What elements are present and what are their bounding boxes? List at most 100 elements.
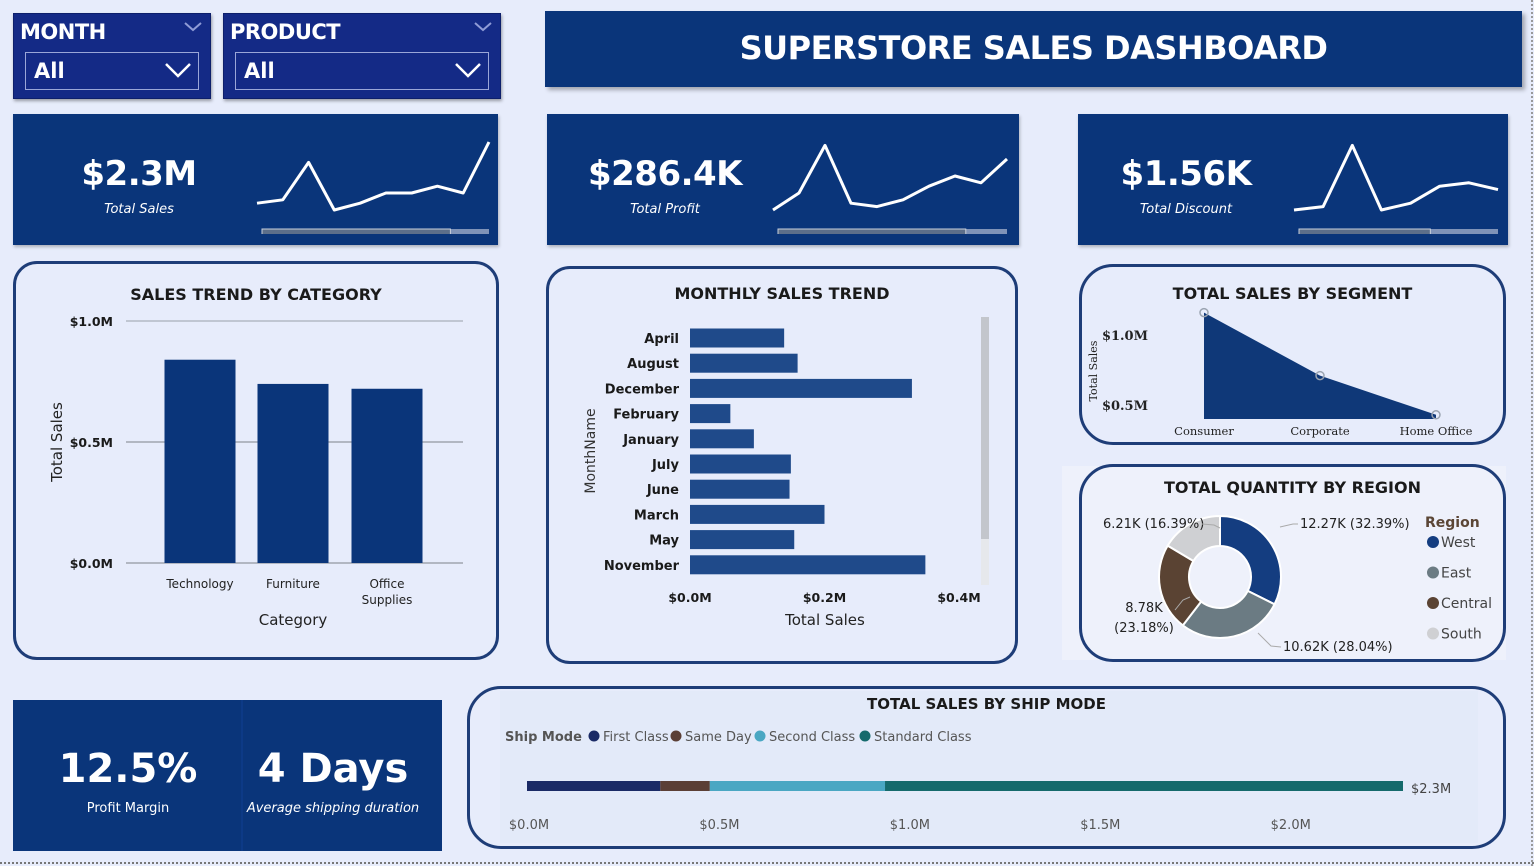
kpi-caption: Total Sales — [104, 202, 174, 217]
month-bar — [690, 353, 798, 373]
segment-point — [1199, 307, 1209, 318]
x-tick-label: $0.0M — [668, 590, 711, 605]
kpi-total-sales[interactable]: $2.3M Total Sales — [13, 114, 498, 245]
legend-marker — [1427, 627, 1439, 640]
month-dropdown[interactable]: All — [25, 52, 199, 90]
leader-line — [1279, 523, 1298, 528]
monthly-chart-title: MONTHLY SALES TREND — [674, 284, 890, 303]
x-tick-label: $0.0M — [509, 818, 549, 833]
month-bar — [690, 328, 785, 348]
legend-label: First Class — [603, 730, 669, 745]
region-chart-card[interactable]: TOTAL QUANTITY BY REGION 12.27K (32.39%)… — [1079, 464, 1506, 662]
month-label: August — [627, 357, 679, 372]
segment-point — [1315, 370, 1325, 381]
product-dropdown[interactable]: All — [235, 52, 489, 90]
month-label: February — [613, 408, 679, 423]
y-tick-label: $1.0M — [1102, 329, 1148, 344]
sparkline — [1293, 143, 1499, 234]
region-slice — [1181, 589, 1276, 639]
leader-line — [1257, 632, 1282, 648]
sparkline — [256, 141, 491, 234]
legend-label: South — [1441, 627, 1482, 643]
kpi-caption: Total Discount — [1139, 202, 1233, 217]
x-tick-label: Furniture — [266, 577, 320, 591]
legend-marker — [588, 730, 600, 742]
profit-margin-caption: Profit Margin — [86, 801, 170, 816]
sparkline-path — [256, 141, 491, 212]
month-label: May — [649, 534, 679, 549]
sparkline-path — [772, 143, 1009, 212]
total-data-label: $2.3M — [1411, 782, 1451, 797]
month-slicer[interactable]: MONTH All — [13, 13, 211, 99]
bottom-kpi-panel: 12.5% Profit Margin 4 Days Average shipp… — [13, 700, 442, 851]
product-slicer[interactable]: PRODUCT All — [223, 13, 501, 99]
sparkline — [772, 143, 1009, 234]
kpi-total-profit[interactable]: $286.4K Total Profit — [547, 114, 1019, 245]
kpi-total-discount[interactable]: $1.56K Total Discount — [1078, 114, 1508, 245]
region-chart-title: TOTAL QUANTITY BY REGION — [1164, 478, 1421, 497]
scrollbar-thumb — [981, 317, 989, 539]
kpi-value: $286.4K — [587, 154, 743, 194]
dashboard-title: SUPERSTORE SALES DASHBOARD — [739, 29, 1328, 67]
dropdown-arrow-icon[interactable] — [454, 62, 482, 78]
shipmode-segment — [527, 781, 661, 791]
x-axis-label: Total Sales — [784, 611, 865, 629]
legend-marker — [670, 730, 682, 742]
chevron-down-icon[interactable] — [184, 22, 202, 32]
category-bar — [351, 388, 423, 563]
legend-marker — [859, 730, 871, 742]
month-bar — [690, 479, 790, 499]
month-bar — [690, 404, 731, 424]
month-bar — [690, 504, 825, 524]
legend-marker — [1427, 566, 1439, 579]
month-label: December — [605, 382, 680, 397]
shipmode-chart-card[interactable]: TOTAL SALES BY SHIP MODE Ship Mode First … — [467, 686, 1506, 849]
chevron-down-icon[interactable] — [474, 22, 492, 32]
kpi-value: $1.56K — [1120, 154, 1252, 194]
month-label: November — [604, 559, 680, 574]
profit-margin-value: 12.5% — [58, 746, 198, 792]
segment-chart-card[interactable]: TOTAL SALES BY SEGMENT Consumer Corporate… — [1079, 264, 1506, 445]
month-dropdown-value: All — [34, 59, 65, 83]
y-axis-label: Total Sales — [1087, 340, 1100, 401]
x-tick-label: Technology — [165, 577, 233, 591]
region-slice — [1166, 514, 1221, 563]
canvas-bottom-border — [0, 862, 1534, 864]
kpi-divider — [241, 700, 243, 851]
y-tick-label: $0.5M — [70, 435, 113, 450]
month-bar — [690, 429, 754, 449]
slice-data-label: 10.62K (28.04%) — [1283, 640, 1393, 655]
x-tick-label: Consumer — [1174, 424, 1234, 438]
leader-line — [1174, 596, 1191, 611]
month-bar — [690, 454, 791, 474]
product-slicer-label: PRODUCT — [230, 20, 341, 44]
shipmode-segment — [885, 781, 1403, 791]
monthly-chart-card[interactable]: MONTHLY SALES TREND April August December F… — [546, 266, 1018, 664]
segment-area — [1204, 312, 1436, 419]
slice-data-label: (23.18%) — [1114, 621, 1174, 636]
y-axis-label: Total Sales — [48, 402, 66, 483]
legend-label: Second Class — [769, 730, 855, 745]
category-bar — [257, 383, 329, 563]
x-tick-label: $2.0M — [1271, 818, 1311, 833]
x-tick-label: Home Office — [1400, 424, 1473, 438]
x-tick-label: Supplies — [362, 593, 413, 607]
shipmode-chart-title: TOTAL SALES BY SHIP MODE — [867, 695, 1106, 713]
y-tick-label: $0.5M — [1102, 399, 1148, 414]
dropdown-arrow-icon[interactable] — [164, 62, 192, 78]
canvas-right-border — [1531, 0, 1533, 866]
month-bar — [690, 555, 926, 575]
category-chart-card[interactable]: SALES TREND BY CATEGORY $1.0M $0.5M $0.0M T… — [13, 261, 499, 660]
month-bar — [690, 378, 912, 398]
leader-line — [1201, 523, 1221, 529]
scrollbar-thumb — [261, 228, 451, 234]
sparkline-path — [1293, 143, 1499, 212]
month-bar — [690, 530, 795, 550]
kpi-caption: Total Profit — [630, 202, 700, 217]
legend-marker — [1427, 536, 1439, 548]
shipmode-segment — [709, 781, 886, 791]
x-tick-label: Corporate — [1290, 424, 1349, 438]
x-tick-label: Office — [369, 577, 404, 591]
legend-title: Region — [1425, 515, 1480, 531]
shipmode-stacked-bar: Ship Mode First Class Same Day Second Class… — [505, 730, 1451, 833]
